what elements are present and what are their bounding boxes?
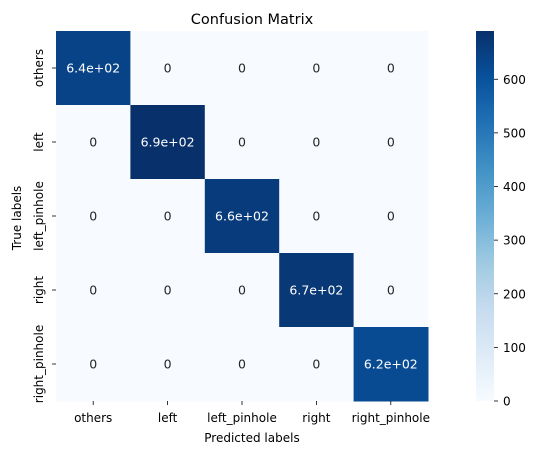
cell-annotations: 6.4e+02 0 0 0 0 0 6.9e+02 0 0 0 0 0 6.6e+02 0 0 0 0 0 6.7e… (66, 61, 418, 372)
heatmap-cell (56, 31, 131, 106)
cell-annotation: 0 (89, 209, 97, 224)
cell-annotation: 6.2e+02 (364, 357, 418, 372)
heatmap-cell (130, 179, 206, 254)
colorbar-tick-label: 400 (503, 180, 526, 194)
cell-annotation: 0 (312, 357, 320, 372)
y-tick-label: right_pinhole (32, 325, 46, 403)
heatmap-cell (204, 327, 280, 402)
cell-annotation: 0 (89, 357, 97, 372)
heatmap-cell (204, 105, 280, 180)
colorbar-tick-label: 200 (503, 287, 526, 301)
heatmap-cell (279, 105, 355, 180)
cell-annotation: 0 (238, 357, 246, 372)
x-axis-ticks: others left left_pinhole right right_pinhole (74, 401, 430, 425)
heatmap-cell (353, 327, 429, 402)
cell-annotation: 0 (164, 61, 172, 76)
heatmap-cell (56, 253, 131, 328)
heatmap-cell (130, 31, 206, 106)
cell-annotation: 0 (312, 209, 320, 224)
cell-annotation: 0 (238, 135, 246, 150)
heatmap-cell (279, 327, 355, 402)
cell-annotation: 0 (89, 283, 97, 298)
x-tick-label: left_pinhole (207, 411, 277, 425)
y-tick-label: right (32, 276, 46, 304)
x-tick-label: right_pinhole (352, 411, 430, 425)
cell-annotation: 0 (387, 283, 395, 298)
heatmap-cell (56, 327, 131, 402)
heatmap-cell (353, 31, 429, 106)
heatmap-cell (130, 327, 206, 402)
heatmap-cell (279, 31, 355, 106)
cell-annotation: 6.7e+02 (289, 283, 343, 298)
colorbar-tick-label: 0 (503, 395, 511, 409)
cell-annotation: 6.9e+02 (141, 135, 195, 150)
heatmap-cell (56, 105, 131, 180)
x-tick-label: others (74, 411, 112, 425)
cell-annotation: 0 (164, 357, 172, 372)
cell-annotation: 0 (387, 61, 395, 76)
heatmap-cell (130, 253, 206, 328)
y-axis-label: True labels (10, 186, 24, 252)
cell-annotation: 0 (89, 135, 97, 150)
cell-annotation: 0 (312, 61, 320, 76)
colorbar (476, 31, 494, 401)
x-axis-label: Predicted labels (204, 431, 299, 445)
cell-annotation: 0 (387, 135, 395, 150)
colorbar-tick-label: 500 (503, 126, 526, 140)
colorbar-tick-label: 100 (503, 341, 526, 355)
heatmap-cell (279, 179, 355, 254)
cell-annotation: 0 (238, 283, 246, 298)
heatmap-cell (353, 179, 429, 254)
colorbar-ticks: 0 100 200 300 400 500 600 (494, 73, 526, 409)
heatmap-cells (56, 31, 429, 402)
cell-annotation: 0 (164, 283, 172, 298)
heatmap-cell (353, 105, 429, 180)
heatmap-cell (204, 253, 280, 328)
heatmap-cell (279, 253, 355, 328)
cell-annotation: 6.6e+02 (215, 209, 269, 224)
chart-title: Confusion Matrix (191, 12, 314, 28)
cell-annotation: 0 (387, 209, 395, 224)
heatmap-cell (56, 179, 131, 254)
heatmap-cell (204, 179, 280, 254)
y-tick-label: others (32, 49, 46, 87)
x-tick-label: left (158, 411, 178, 425)
heatmap-cell (130, 105, 206, 180)
cell-annotation: 0 (164, 209, 172, 224)
y-tick-label: left (32, 132, 46, 152)
colorbar-tick-label: 600 (503, 73, 526, 87)
heatmap-cell (353, 253, 429, 328)
cell-annotation: 0 (238, 61, 246, 76)
x-tick-label: right (302, 411, 330, 425)
cell-annotation: 0 (312, 135, 320, 150)
colorbar-tick-label: 300 (503, 234, 526, 248)
heatmap-cell (204, 31, 280, 106)
cell-annotation: 6.4e+02 (66, 61, 120, 76)
y-tick-label: left_pinhole (32, 181, 46, 251)
